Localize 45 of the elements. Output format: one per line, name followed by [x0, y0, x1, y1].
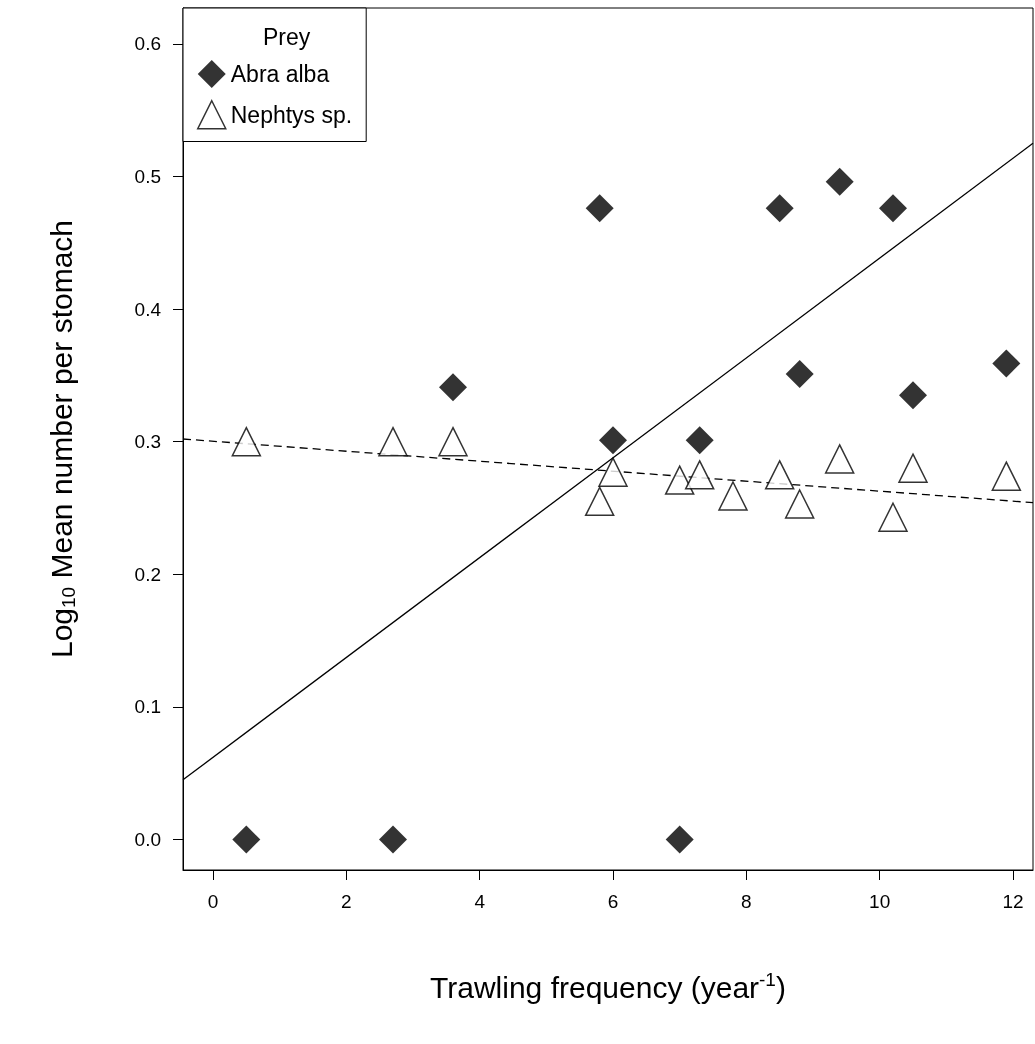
- point: [439, 373, 467, 402]
- point: [584, 486, 615, 517]
- legend-label: Abra alba: [230, 61, 330, 87]
- y-axis-title: Log10 Mean number per stomach: [45, 219, 79, 659]
- point: [898, 453, 928, 483]
- point: [878, 502, 908, 532]
- point: [824, 444, 855, 474]
- y-tick-label: 0.3: [134, 431, 161, 453]
- point: [992, 349, 1021, 378]
- legend-title: Prey: [263, 23, 311, 50]
- point: [378, 426, 408, 457]
- point: [899, 381, 927, 410]
- point: [785, 360, 814, 389]
- point: [825, 167, 854, 196]
- point: [599, 426, 627, 455]
- y-tick-label: 0.2: [134, 563, 161, 585]
- y-tick-label: 0.6: [134, 33, 161, 55]
- y-tick-label: 0.4: [134, 298, 162, 320]
- y-tick-label: 0.0: [134, 829, 161, 850]
- point: [991, 461, 1022, 491]
- point: [665, 825, 694, 854]
- point: [764, 460, 795, 490]
- point: [664, 465, 695, 495]
- point: [232, 825, 261, 854]
- x-tick-label: 10: [869, 891, 891, 912]
- point: [718, 481, 748, 511]
- x-tick-label: 4: [474, 891, 486, 912]
- point: [585, 194, 614, 223]
- x-tick-label: 12: [1002, 891, 1024, 912]
- point: [784, 489, 815, 519]
- x-tick-label: 6: [607, 891, 619, 912]
- y-tick-label: 0.1: [134, 696, 161, 718]
- point: [598, 457, 628, 487]
- x-tick-label: 2: [341, 891, 352, 912]
- x-tick-label: 0: [207, 891, 219, 912]
- point: [438, 426, 468, 457]
- point: [231, 426, 262, 457]
- x-tick-label: 8: [741, 891, 752, 912]
- point: [684, 460, 715, 490]
- point: [685, 426, 714, 455]
- point: [379, 825, 407, 854]
- y-tick-label: 0.5: [134, 165, 161, 187]
- point: [879, 194, 907, 223]
- legend-label: Nephtys sp.: [230, 101, 353, 128]
- point: [765, 194, 794, 223]
